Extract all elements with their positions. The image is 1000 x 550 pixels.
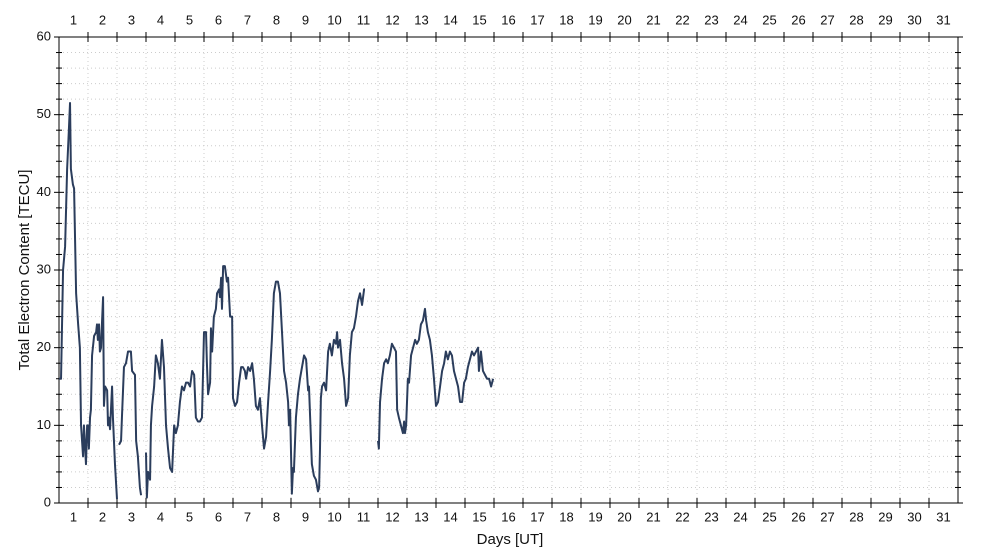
x-tick-label: 12: [385, 509, 399, 524]
x-tick-label-top: 7: [244, 12, 251, 27]
x-tick-label-top: 12: [385, 12, 399, 27]
x-tick-label-top: 4: [157, 12, 164, 27]
x-tick-label-top: 21: [646, 12, 660, 27]
x-tick-label: 14: [443, 509, 457, 524]
x-tick-label: 18: [559, 509, 573, 524]
x-tick-label: 7: [244, 509, 251, 524]
x-tick-label: 4: [157, 509, 164, 524]
x-tick-label-top: 19: [588, 12, 602, 27]
x-tick-label: 21: [646, 509, 660, 524]
x-tick-label: 25: [762, 509, 776, 524]
x-tick-label-top: 26: [791, 12, 805, 27]
x-tick-label-top: 5: [186, 12, 193, 27]
y-tick-label: 10: [37, 417, 51, 432]
y-tick-label: 50: [37, 106, 51, 121]
x-tick-label-top: 16: [501, 12, 515, 27]
x-tick-label-top: 10: [327, 12, 341, 27]
x-tick-label: 2: [99, 509, 106, 524]
x-tick-label: 13: [414, 509, 428, 524]
x-tick-label-top: 20: [617, 12, 631, 27]
x-tick-label: 30: [907, 509, 921, 524]
x-tick-label-top: 28: [849, 12, 863, 27]
x-tick-label: 5: [186, 509, 193, 524]
x-tick-label: 17: [530, 509, 544, 524]
x-tick-label-top: 14: [443, 12, 457, 27]
x-tick-label: 16: [501, 509, 515, 524]
x-tick-label-top: 30: [907, 12, 921, 27]
x-tick-label: 8: [273, 509, 280, 524]
x-tick-label-top: 1: [70, 12, 77, 27]
x-tick-label-top: 29: [878, 12, 892, 27]
x-tick-label-top: 17: [530, 12, 544, 27]
data-line: [59, 102, 495, 500]
x-axis-title: Days [UT]: [477, 531, 544, 548]
y-tick-label: 20: [37, 339, 51, 354]
x-tick-label: 29: [878, 509, 892, 524]
y-tick-label: 60: [37, 28, 51, 43]
x-tick-label-top: 22: [675, 12, 689, 27]
x-tick-label-top: 27: [820, 12, 834, 27]
x-tick-label-top: 2: [99, 12, 106, 27]
y-tick-label: 0: [44, 494, 51, 509]
x-tick-label: 24: [733, 509, 747, 524]
plot-frame: [58, 36, 959, 504]
x-tick-label: 15: [472, 509, 486, 524]
y-tick-label: 40: [37, 184, 51, 199]
x-tick-label-top: 9: [302, 12, 309, 27]
x-tick-label: 6: [215, 509, 222, 524]
x-tick-label: 31: [936, 509, 950, 524]
x-tick-label-top: 13: [414, 12, 428, 27]
x-tick-label: 27: [820, 509, 834, 524]
x-tick-label: 26: [791, 509, 805, 524]
x-tick-label-top: 31: [936, 12, 950, 27]
x-tick-label-top: 25: [762, 12, 776, 27]
x-tick-label: 9: [302, 509, 309, 524]
x-tick-label-top: 24: [733, 12, 747, 27]
x-tick-label: 11: [357, 509, 371, 524]
x-tick-label: 3: [128, 509, 135, 524]
x-tick-label: 20: [617, 509, 631, 524]
x-tick-label-top: 11: [357, 12, 371, 27]
x-tick-label-top: 18: [559, 12, 573, 27]
x-tick-label: 28: [849, 509, 863, 524]
x-tick-label-top: 3: [128, 12, 135, 27]
x-tick-label-top: 8: [273, 12, 280, 27]
y-tick-label: 30: [37, 261, 51, 276]
x-tick-label: 23: [704, 509, 718, 524]
x-tick-label-top: 15: [472, 12, 486, 27]
x-tick-label-top: 23: [704, 12, 718, 27]
x-tick-label: 19: [588, 509, 602, 524]
x-tick-label: 10: [327, 509, 341, 524]
x-tick-label: 22: [675, 509, 689, 524]
x-tick-label: 1: [70, 509, 77, 524]
x-tick-label-top: 6: [215, 12, 222, 27]
y-axis-title: Total Electron Content [TECU]: [16, 170, 33, 371]
